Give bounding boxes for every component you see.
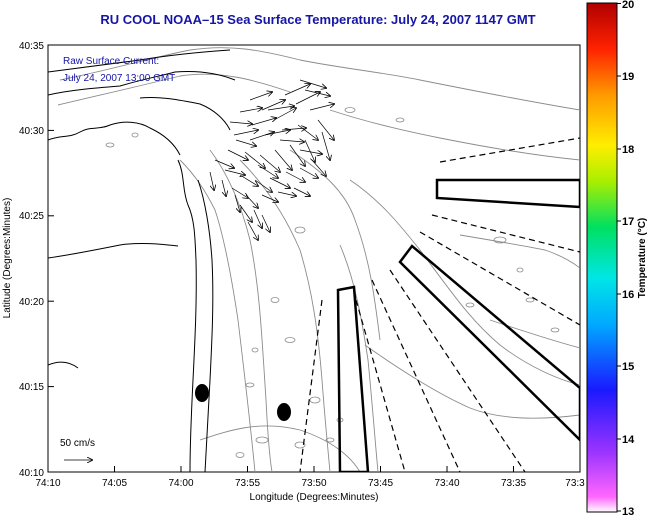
- colorbar-tick-label: 19: [622, 71, 634, 83]
- x-tick-label: 73:3: [565, 478, 585, 489]
- x-tick-label: 73:50: [301, 478, 326, 489]
- x-tick-label: 74:00: [168, 478, 193, 489]
- colorbar-tick-label: 17: [622, 216, 634, 228]
- annotation-line-1: Raw Surface Current:: [63, 56, 159, 67]
- plot-frame: [47, 44, 581, 473]
- annotation-line-2: July 24, 2007 13:00 GMT: [63, 73, 175, 84]
- x-tick-label: 74:05: [102, 478, 127, 489]
- x-tick-label: 73:35: [501, 478, 526, 489]
- colorbar-tick-label: 14: [622, 434, 635, 446]
- buoy-marker-1: [195, 384, 209, 402]
- colorbar-label: Temperature (°C): [637, 218, 648, 299]
- scale-label: 50 cm/s: [60, 438, 95, 449]
- axis-ticks: [47, 44, 514, 473]
- x-tick-label: 73:40: [434, 478, 459, 489]
- y-axis-label: Latitude (Degrees:Minutes): [2, 198, 13, 319]
- x-tick-label: 73:45: [368, 478, 393, 489]
- surface-current-vectors: [209, 79, 334, 240]
- coastline: [48, 49, 236, 472]
- buoy-marker-2: [277, 403, 291, 421]
- y-tick-label: 40:15: [19, 382, 44, 393]
- colorbar-tick-label: 15: [622, 361, 634, 373]
- y-tick-label: 40:30: [19, 126, 44, 137]
- map-title: RU COOL NOAA–15 Sea Surface Temperature:…: [100, 12, 536, 27]
- y-tick-label: 40:35: [19, 41, 44, 52]
- colorbar: [586, 2, 618, 513]
- colorbar-tick-label: 13: [622, 506, 634, 518]
- y-tick-label: 40:25: [19, 211, 44, 222]
- y-tick-label: 40:20: [19, 297, 44, 308]
- x-tick-label: 73:55: [235, 478, 260, 489]
- colorbar-tick-label: 18: [622, 144, 634, 156]
- survey-wedges: [336, 178, 580, 472]
- dashed-survey-lines: [299, 137, 580, 472]
- colorbar-tick-label: 20: [622, 0, 634, 11]
- x-tick-label: 74:10: [35, 478, 60, 489]
- y-tick-label: 40:10: [19, 468, 44, 479]
- bathymetry-blobs: [105, 107, 560, 458]
- x-axis-label: Longitude (Degrees:Minutes): [250, 492, 379, 503]
- colorbar-tick-label: 16: [622, 289, 634, 301]
